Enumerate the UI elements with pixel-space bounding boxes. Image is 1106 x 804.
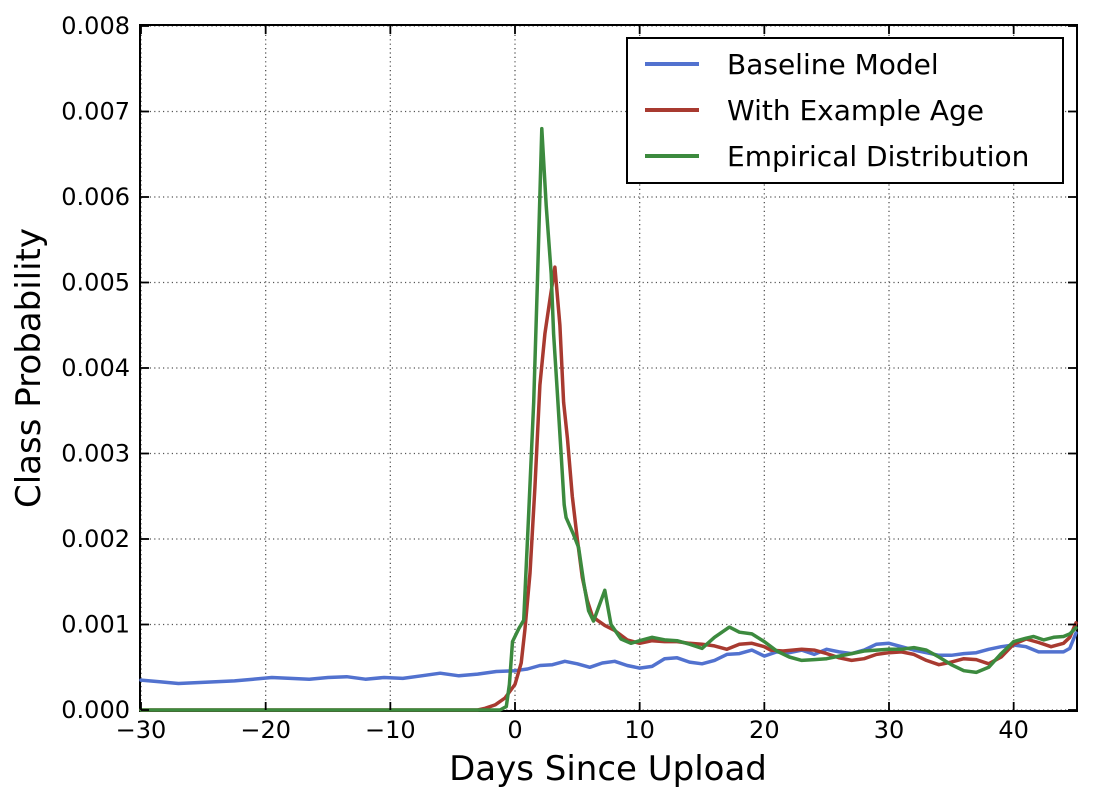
y-tick-label: 0.001 — [61, 611, 130, 639]
x-axis-label: Days Since Upload — [449, 749, 767, 789]
legend: Baseline Model With Example Age Empirica… — [626, 37, 1064, 184]
plot-border — [139, 24, 1078, 712]
legend-label-baseline: Baseline Model — [727, 48, 939, 81]
x-tick-label: 30 — [874, 716, 905, 744]
x-tick-label: 0 — [507, 716, 522, 744]
y-tick-label: 0.003 — [61, 440, 130, 468]
tick-marks — [140, 25, 1076, 711]
x-tick-label: −10 — [365, 716, 416, 744]
series-line-2 — [139, 126, 1078, 712]
x-tick-label: 40 — [998, 716, 1029, 744]
y-tick-label: 0.000 — [61, 696, 130, 724]
x-tick-label: −30 — [116, 716, 167, 744]
x-tick-labels: −30 −20 −10 0 10 20 30 40 — [116, 716, 1029, 744]
y-tick-label: 0.006 — [61, 183, 130, 211]
x-tick-label: 10 — [624, 716, 655, 744]
y-tick-labels: 0.000 0.001 0.002 0.003 0.004 0.005 0.006 0.007… — [61, 12, 130, 724]
y-tick-label: 0.004 — [61, 354, 130, 382]
y-axis-label: Class Probability — [9, 228, 49, 508]
y-tick-label: 0.002 — [61, 525, 130, 553]
y-tick-label: 0.005 — [61, 269, 130, 297]
series-line-0 — [139, 631, 1078, 686]
legend-label-example-age: With Example Age — [727, 94, 984, 127]
legend-box — [626, 37, 1064, 184]
data-series — [139, 126, 1078, 712]
y-tick-label: 0.007 — [61, 98, 130, 126]
legend-label-empirical: Empirical Distribution — [727, 140, 1029, 173]
x-tick-label: 20 — [749, 716, 780, 744]
y-tick-label: 0.008 — [61, 12, 130, 40]
x-tick-label: −20 — [240, 716, 291, 744]
